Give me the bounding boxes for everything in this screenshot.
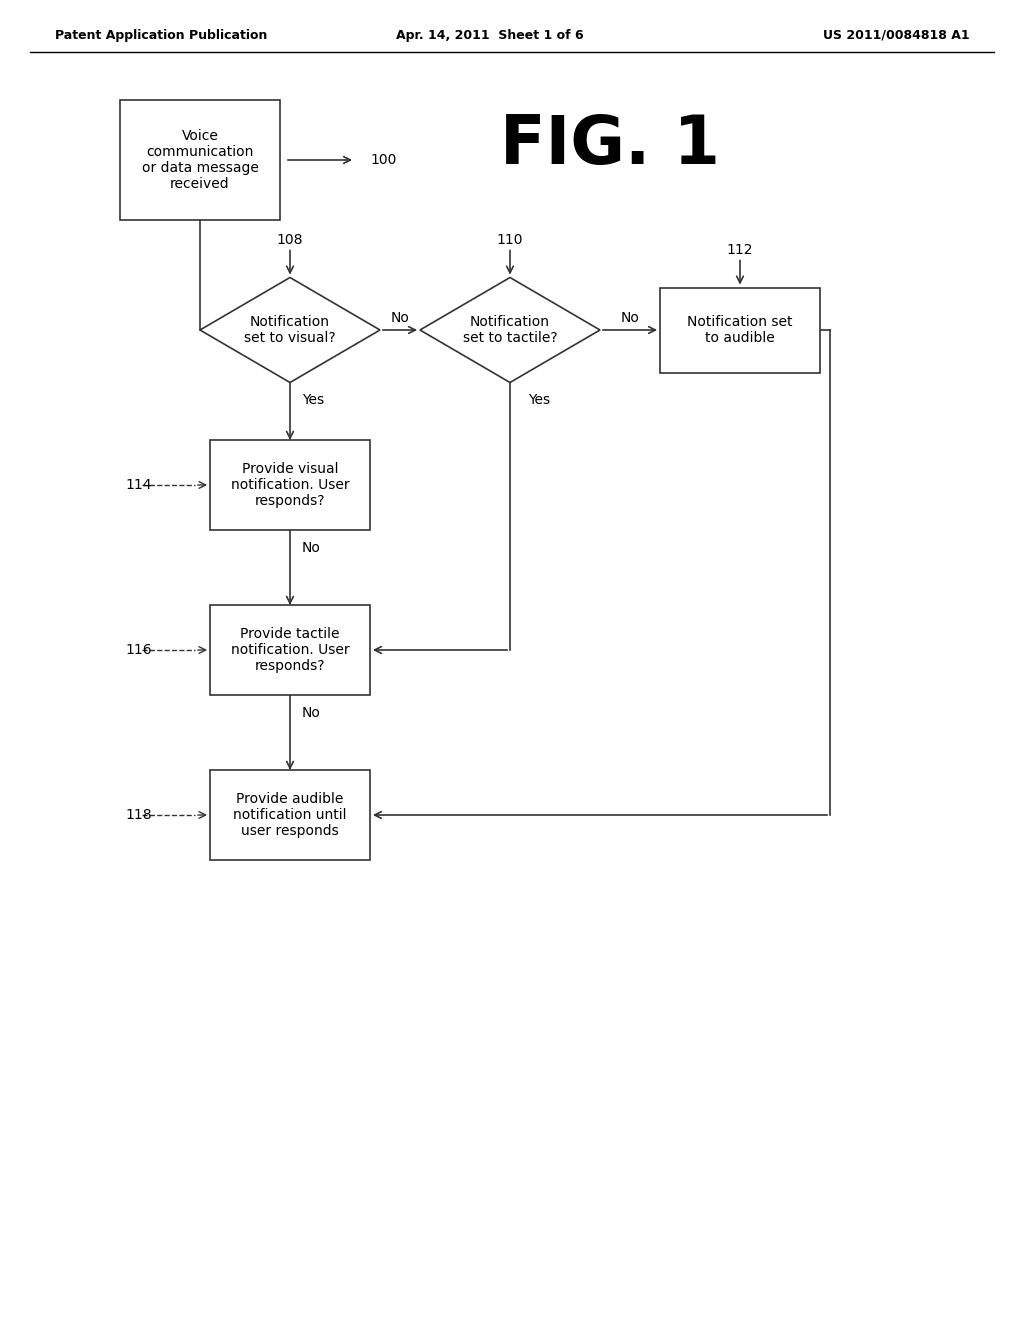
Text: Provide tactile
notification. User
responds?: Provide tactile notification. User respo… [230,627,349,673]
FancyBboxPatch shape [210,770,370,861]
FancyBboxPatch shape [210,605,370,696]
Text: 118: 118 [125,808,152,822]
Text: Yes: Yes [302,393,325,408]
Text: 116: 116 [125,643,152,657]
Text: No: No [621,312,639,325]
Text: Notification set
to audible: Notification set to audible [687,315,793,345]
Text: No: No [302,706,321,719]
Text: 108: 108 [276,232,303,247]
Text: FIG. 1: FIG. 1 [500,112,720,178]
FancyBboxPatch shape [210,440,370,531]
Polygon shape [420,277,600,383]
Polygon shape [200,277,380,383]
Text: Notification
set to tactile?: Notification set to tactile? [463,315,557,345]
FancyBboxPatch shape [660,288,820,372]
Text: Provide audible
notification until
user responds: Provide audible notification until user … [233,792,347,838]
Text: US 2011/0084818 A1: US 2011/0084818 A1 [823,29,970,41]
Text: Apr. 14, 2011  Sheet 1 of 6: Apr. 14, 2011 Sheet 1 of 6 [396,29,584,41]
Text: No: No [302,541,321,554]
Text: 110: 110 [497,232,523,247]
Text: Provide visual
notification. User
responds?: Provide visual notification. User respon… [230,462,349,508]
Text: Yes: Yes [528,393,550,408]
Text: Voice
communication
or data message
received: Voice communication or data message rece… [141,129,258,191]
Text: 100: 100 [370,153,396,168]
Text: 112: 112 [727,243,754,256]
FancyBboxPatch shape [120,100,280,220]
Text: Notification
set to visual?: Notification set to visual? [244,315,336,345]
Text: Patent Application Publication: Patent Application Publication [55,29,267,41]
Text: 114: 114 [125,478,152,492]
Text: No: No [390,312,410,325]
